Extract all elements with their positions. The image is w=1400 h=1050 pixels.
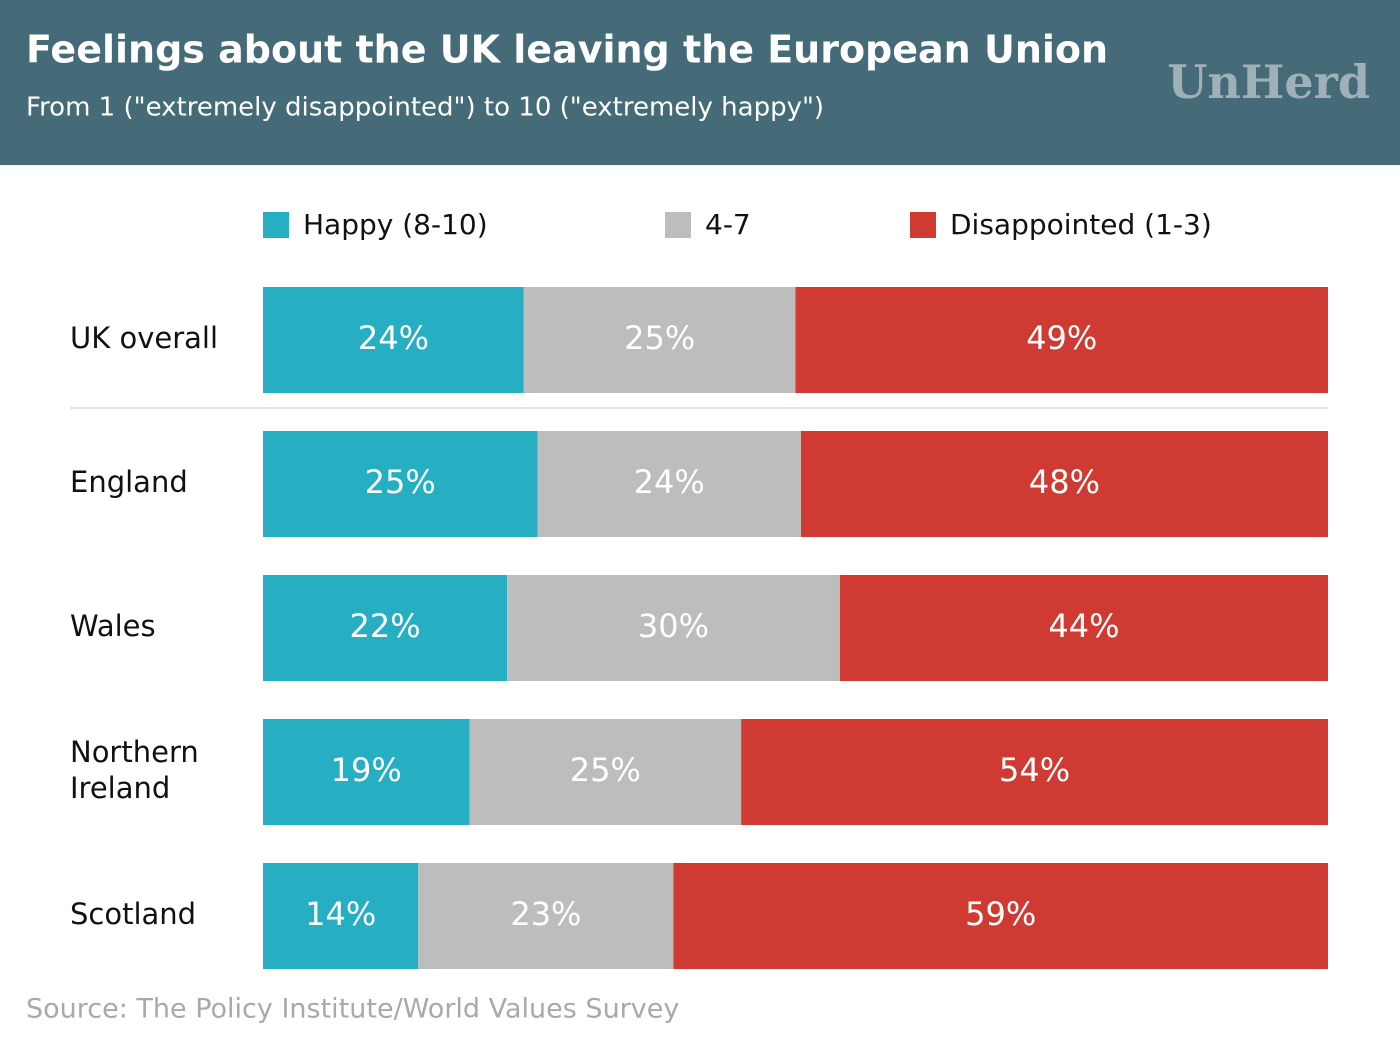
y-tick-label: Scotland [70,897,196,931]
bar-segment [523,287,796,393]
y-tick-label: Wales [70,609,156,643]
value-label: 30% [638,607,709,645]
chart-subtitle: From 1 ("extremely disappointed") to 10 … [26,93,824,123]
bar-segment [263,863,419,969]
bar-segment [263,431,538,537]
value-label: 14% [305,895,376,933]
logo: UnHerd [1167,55,1370,109]
value-label: 25% [570,751,641,789]
value-label: 19% [331,751,402,789]
value-label: 23% [510,895,581,933]
legend-label: 4-7 [705,208,751,241]
bar-segment [800,431,1328,537]
bar-segment [795,287,1328,393]
bar-segment [418,863,674,969]
value-label: 25% [624,319,695,357]
value-label: 48% [1029,463,1100,501]
bar-segment [839,575,1328,681]
value-label: 54% [999,751,1070,789]
bar-segment [263,575,508,681]
value-label: 49% [1026,319,1097,357]
legend-label: Happy (8-10) [303,208,488,241]
value-label: 24% [634,463,705,501]
value-label: 25% [365,463,436,501]
value-label: 22% [349,607,420,645]
bar-segment [263,287,524,393]
header-band [0,0,1400,165]
bar-segment [741,719,1328,825]
legend-swatch [263,212,289,238]
source: Source: The Policy Institute/World Value… [26,994,679,1025]
chart-title: Feelings about the UK leaving the Europe… [26,28,1108,72]
y-tick-label: England [70,465,188,499]
value-label: 59% [965,895,1036,933]
y-tick-label: Northern Ireland [70,735,199,805]
legend-swatch [665,212,691,238]
bar-segment [537,431,801,537]
value-label: 44% [1048,607,1119,645]
legend-swatch [910,212,936,238]
bar-segment [469,719,742,825]
bar-segment [263,719,470,825]
y-tick-label: UK overall [70,321,218,355]
legend-label: Disappointed (1-3) [950,208,1212,241]
value-label: 24% [358,319,429,357]
bar-segment [673,863,1328,969]
bar-segment [507,575,840,681]
